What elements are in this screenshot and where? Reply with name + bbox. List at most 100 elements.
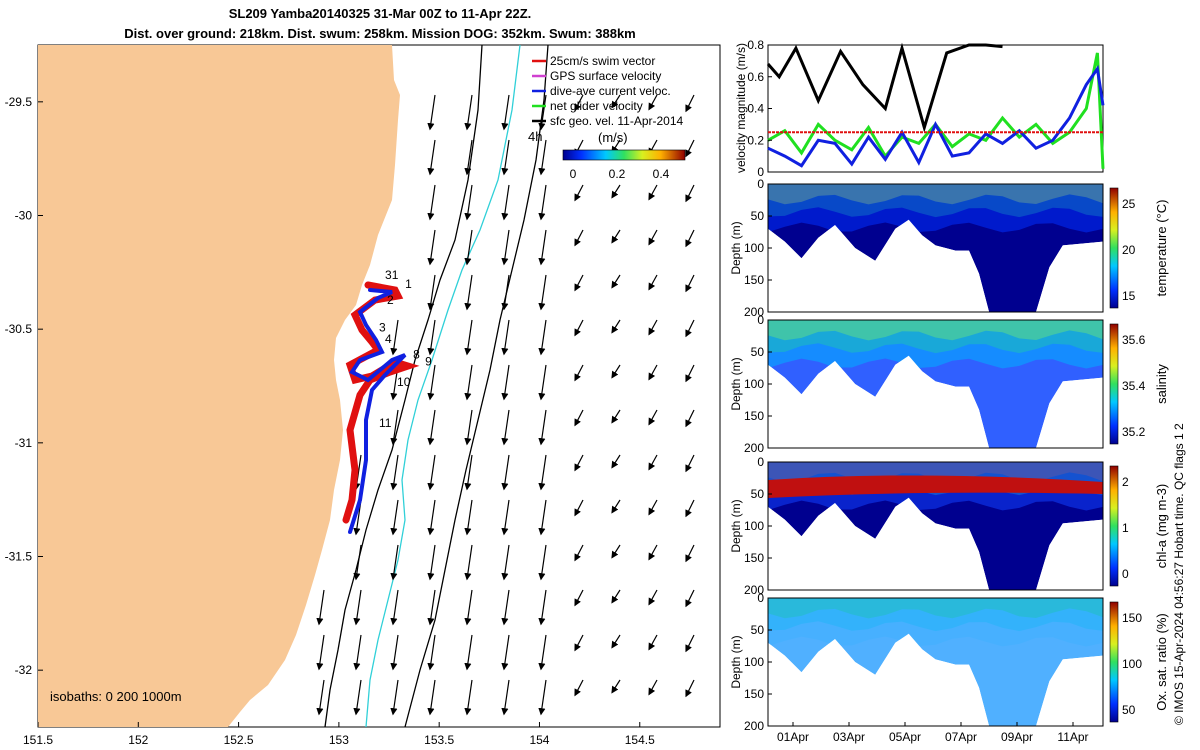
velocity-arrow xyxy=(538,679,547,716)
chart-title-line2: Dist. over ground: 218km. Dist. swum: 25… xyxy=(124,26,636,41)
velocity-arrow xyxy=(464,184,473,221)
map-x-tick-label: 154.5 xyxy=(625,733,655,747)
map-y-tick-label: -32 xyxy=(15,663,33,677)
track-day-label: 2 xyxy=(387,293,394,307)
vel-y-tick-label: 0.8 xyxy=(747,38,764,52)
colorbar-tick-label: 150 xyxy=(1122,611,1142,625)
velocity-arrow xyxy=(427,634,436,671)
velocity-arrow xyxy=(685,409,695,428)
section-y-tick-label: 100 xyxy=(744,519,764,533)
colorbar-tick-label: 0 xyxy=(1122,567,1129,581)
colorbar-tick-label: 35.6 xyxy=(1122,333,1146,347)
velocity-arrow xyxy=(464,409,473,446)
track-day-label: 10 xyxy=(397,375,411,389)
isobath-200m xyxy=(324,44,483,728)
velocity-arrow xyxy=(538,544,547,581)
velocity-arrow xyxy=(648,274,658,291)
speed-colorbar xyxy=(562,149,686,161)
section-x-tick-label: 11Apr xyxy=(1057,730,1088,744)
velocity-arrow xyxy=(390,544,399,581)
velocity-arrow xyxy=(464,454,473,491)
velocity-arrow xyxy=(685,499,695,518)
velocity-arrow xyxy=(611,409,621,424)
velocity-arrow xyxy=(501,94,510,131)
velocity-arrow xyxy=(648,499,658,516)
velocity-arrow xyxy=(390,319,399,356)
glider-track-current xyxy=(348,288,407,534)
colorbar-tick-label: 1 xyxy=(1122,521,1129,535)
section-salinity: 0 50 100 150 200 Depth (m) 35.2 35.4 35.6 salinit… xyxy=(729,313,1169,455)
colorbar-tick-label: 20 xyxy=(1122,243,1136,257)
velocity-arrow xyxy=(574,274,584,292)
legend-item-label: 25cm/s swim vector xyxy=(550,54,655,68)
track-day-label: 1 xyxy=(405,277,412,291)
velocity-arrow xyxy=(574,409,584,427)
colorbar-label: temperature (°C) xyxy=(1154,200,1169,297)
section-no-data xyxy=(768,497,1103,590)
velocity-arrow xyxy=(427,229,436,266)
section-y-tick-label: 150 xyxy=(744,551,764,565)
velocity-arrow xyxy=(353,634,362,671)
velocity-arrow xyxy=(501,274,510,311)
speed-scale-tick: 0 xyxy=(570,167,577,181)
velocity-arrow xyxy=(501,454,510,491)
velocity-arrow xyxy=(574,319,584,337)
colorbar-tick-label: 15 xyxy=(1122,289,1136,303)
isobath-1000m xyxy=(404,44,549,728)
section-no-data xyxy=(768,219,1103,312)
section-y-tick-label: 200 xyxy=(744,583,764,597)
section-y-axis-label: Depth (m) xyxy=(729,357,743,410)
section-y-axis-label: Depth (m) xyxy=(729,499,743,552)
velocity-arrow xyxy=(464,139,473,176)
velocity-arrows xyxy=(316,94,695,716)
section-layer-band xyxy=(768,320,1103,369)
velocity-arrow xyxy=(538,589,547,626)
velocity-arrow xyxy=(538,319,547,356)
section-y-tick-label: 0 xyxy=(757,455,764,469)
velocity-arrow xyxy=(574,499,584,517)
section-y-tick-label: 100 xyxy=(744,655,764,669)
velocity-arrow xyxy=(427,499,436,536)
velocity-arrow xyxy=(501,589,510,626)
velocity-arrow xyxy=(464,589,473,626)
track-day-label: 9 xyxy=(425,355,432,369)
colorbar-tick-label: 35.4 xyxy=(1122,379,1146,393)
velocity-arrow xyxy=(464,544,473,581)
velocity-arrow xyxy=(611,454,621,469)
speed-scale-tick: 0.2 xyxy=(609,167,626,181)
velocity-arrow xyxy=(501,364,510,401)
map-y-tick-label: -29.5 xyxy=(5,95,33,109)
velocity-arrow xyxy=(648,544,658,561)
velocity-arrow xyxy=(648,184,658,201)
velocity-arrow xyxy=(648,319,658,336)
section-y-tick-label: 0 xyxy=(757,313,764,327)
section-y-tick-label: 200 xyxy=(744,441,764,455)
section-colorbar xyxy=(1109,187,1119,309)
section-x-tick-label: 03Apr xyxy=(833,730,865,744)
vel-y-tick-label: 0.2 xyxy=(747,133,764,147)
velocity-arrow xyxy=(611,634,621,649)
velocity-arrow xyxy=(501,409,510,446)
velocity-arrow xyxy=(574,454,584,472)
colorbar-label: Ox. sat. ratio (%) xyxy=(1154,613,1169,711)
section-no-data xyxy=(768,355,1103,448)
legend-item-label: sfc geo. vel. 11-Apr-2014 xyxy=(550,114,684,128)
velocity-arrow xyxy=(464,94,473,131)
map-x-tick-label: 152.5 xyxy=(224,733,254,747)
section-y-axis-label: Depth (m) xyxy=(729,635,743,688)
map-x-tick-label: 152 xyxy=(128,733,148,747)
velocity-arrow xyxy=(648,454,658,471)
vel-y-axis-label: velocity magnitude (m/s) xyxy=(734,43,748,173)
velocity-arrow xyxy=(685,544,695,563)
section-x-tick-label: 07Apr xyxy=(945,730,977,744)
velocity-arrow xyxy=(316,679,325,716)
isobaths-label: isobaths: 0 200 1000m xyxy=(50,689,182,704)
colorbar-tick-label: 25 xyxy=(1122,197,1136,211)
velocity-arrow xyxy=(574,544,584,562)
sfc-current-contour xyxy=(365,44,521,728)
velocity-arrow xyxy=(685,139,695,158)
section-y-tick-label: 0 xyxy=(757,177,764,191)
section-x-tick-label: 09Apr xyxy=(1001,730,1033,744)
velocity-arrow xyxy=(685,184,695,203)
velocity-arrow xyxy=(501,184,510,221)
